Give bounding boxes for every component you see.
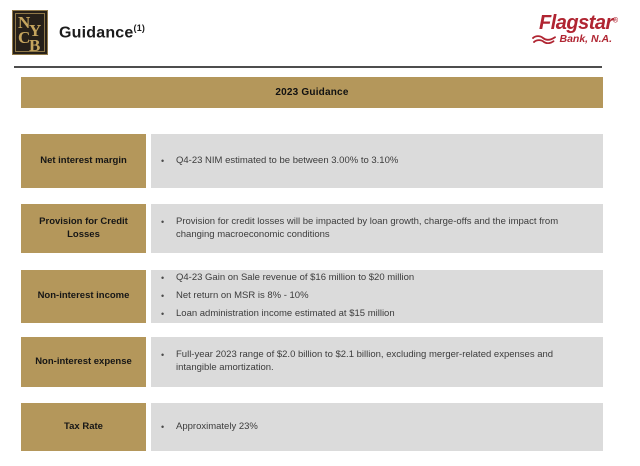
table-row-non-interest-expense: Non-interest expense • Full-year 2023 ra… <box>21 337 603 387</box>
table-header: 2023 Guidance <box>21 77 603 108</box>
page-title-footnote-ref: (1) <box>133 22 146 33</box>
guidance-table: 2023 Guidance Net interest margin • Q4-2… <box>21 77 603 451</box>
nycb-letter-b: B <box>29 36 41 55</box>
flagstar-wave-icon <box>532 34 557 44</box>
row-content: • Q4-23 NIM estimated to be between 3.00… <box>151 134 603 188</box>
flagstar-logo: Flagstar® Bank, N.A. <box>532 13 618 45</box>
registered-mark-icon: ® <box>612 17 618 25</box>
bullet-item: • Q4-23 NIM estimated to be between 3.00… <box>161 155 563 168</box>
bullet-text: Net return on MSR is 8% - 10% <box>176 290 309 302</box>
bullet-icon: • <box>161 273 165 284</box>
row-content: • Provision for credit losses will be im… <box>151 204 603 253</box>
row-label: Net interest margin <box>21 134 146 188</box>
row-label: Provision for Credit Losses <box>21 204 146 253</box>
flagstar-wordmark: Flagstar® <box>532 13 618 33</box>
flagstar-subtitle: Bank, N.A. <box>559 33 612 45</box>
bullet-text: Q4-23 NIM estimated to be between 3.00% … <box>176 154 399 166</box>
nycb-letter-c: C <box>18 28 31 47</box>
row-label: Non-interest income <box>21 270 146 323</box>
table-row-provision-credit-losses: Provision for Credit Losses • Provision … <box>21 204 603 253</box>
row-content: • Full-year 2023 range of $2.0 billion t… <box>151 337 603 387</box>
flagstar-name: Flagstar <box>539 12 613 34</box>
bullet-icon: • <box>161 291 165 302</box>
bullet-icon: • <box>161 216 165 227</box>
bullet-text: Provision for credit losses will be impa… <box>176 215 559 240</box>
bullet-text: Approximately 23% <box>176 420 258 432</box>
nycb-letter-n: N <box>18 13 31 32</box>
table-row-net-interest-margin: Net interest margin • Q4-23 NIM estimate… <box>21 134 603 188</box>
page-title-text: Guidance <box>59 24 134 42</box>
bullet-text: Full-year 2023 range of $2.0 billion to … <box>176 349 554 373</box>
table-row-tax-rate: Tax Rate • Approximately 23% <box>21 403 603 451</box>
bullet-item: • Net return on MSR is 8% - 10% <box>161 290 563 303</box>
bullet-item: • Provision for credit losses will be im… <box>161 216 563 241</box>
row-label: Non-interest expense <box>21 337 146 387</box>
brand-left: N Y C B Guidance(1) <box>12 10 145 55</box>
bullet-item: • Approximately 23% <box>161 421 563 434</box>
row-content: • Q4-23 Gain on Sale revenue of $16 mill… <box>151 270 603 323</box>
row-content: • Approximately 23% <box>151 403 603 451</box>
bullet-icon: • <box>161 350 165 361</box>
bullet-item: • Full-year 2023 range of $2.0 billion t… <box>161 349 563 374</box>
table-row-non-interest-income: Non-interest income • Q4-23 Gain on Sale… <box>21 270 603 323</box>
page-header: N Y C B Guidance(1) Flagstar® Bank, N.A. <box>0 0 640 66</box>
bullet-icon: • <box>161 421 165 432</box>
bullet-item: • Loan administration income estimated a… <box>161 308 563 321</box>
row-label: Tax Rate <box>21 403 146 451</box>
bullet-item: • Q4-23 Gain on Sale revenue of $16 mill… <box>161 272 563 285</box>
bullet-text: Q4-23 Gain on Sale revenue of $16 millio… <box>176 272 415 284</box>
bullet-icon: • <box>161 308 165 319</box>
header-divider <box>14 66 602 68</box>
bullet-icon: • <box>161 155 165 166</box>
table-rows: Net interest margin • Q4-23 NIM estimate… <box>21 134 603 451</box>
page-title: Guidance(1) <box>59 23 145 42</box>
flagstar-subtitle-row: Bank, N.A. <box>532 33 618 45</box>
nycb-letter-y: Y <box>29 21 42 40</box>
bullet-text: Loan administration income estimated at … <box>176 307 395 319</box>
nycb-logo: N Y C B <box>12 10 48 55</box>
